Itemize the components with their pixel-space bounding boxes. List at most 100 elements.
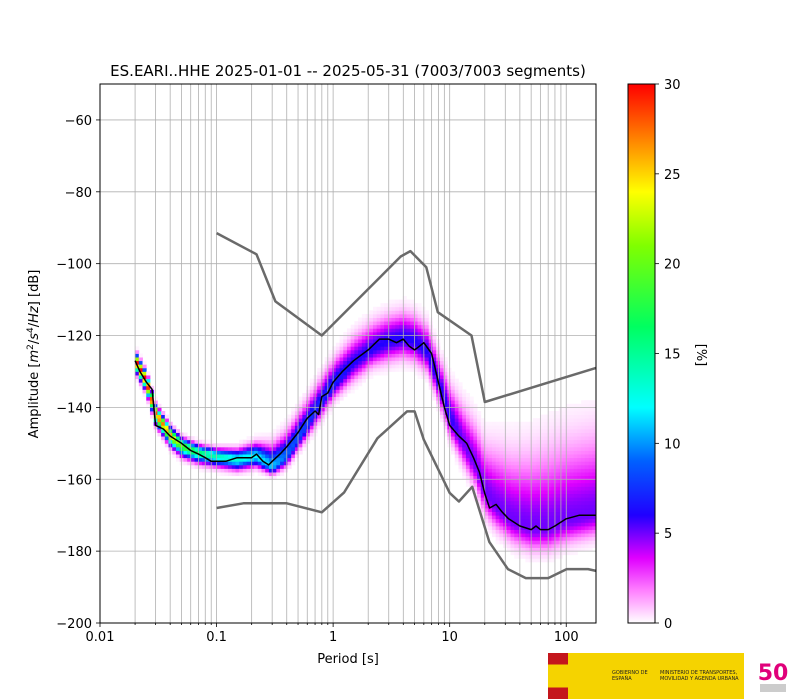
heatmap-cell [413, 306, 418, 311]
heatmap-cell [551, 529, 556, 534]
heatmap-cell [380, 360, 385, 365]
heatmap-cell [413, 313, 418, 318]
heatmap-cell [532, 508, 537, 512]
heatmap-cell [588, 511, 593, 516]
heatmap-cell [283, 421, 288, 426]
heatmap-cell [536, 439, 541, 444]
heatmap-cell [584, 547, 589, 552]
heatmap-cell [454, 382, 459, 387]
heatmap-cell [324, 393, 329, 398]
heatmap-cell [562, 464, 567, 469]
heatmap-cell [294, 446, 300, 451]
heatmap-cell [525, 547, 530, 552]
heatmap-cell [473, 432, 478, 437]
heatmap-cell [205, 454, 210, 459]
heatmap-cell [499, 432, 504, 437]
heatmap-cell [569, 475, 575, 480]
heatmap-cell [547, 479, 552, 484]
heatmap-cell [231, 472, 236, 477]
heatmap-cell [380, 371, 385, 376]
heatmap-cell [573, 500, 578, 505]
heatmap-cell [421, 346, 426, 351]
heatmap-cell [172, 450, 177, 455]
heatmap-cell [484, 479, 489, 484]
heatmap-cell [592, 511, 597, 516]
heatmap-cell [369, 360, 374, 365]
heatmap-cell [547, 533, 552, 538]
heatmap-cell [488, 432, 493, 437]
heatmap-cell [495, 472, 500, 477]
heatmap-cell [573, 482, 578, 487]
heatmap-cell [469, 403, 474, 408]
heatmap-cell [477, 500, 482, 505]
heatmap-cell [495, 479, 500, 484]
heatmap-cell [506, 543, 511, 548]
heatmap-cell [543, 522, 549, 527]
heatmap-cell [495, 432, 500, 437]
heatmap-cell [462, 472, 467, 477]
heatmap-cell [313, 403, 318, 408]
logo-ministry-text: MINISTERIO DE TRANSPORTES, MOVILIDAD Y A… [660, 670, 739, 682]
heatmap-cell [543, 515, 549, 520]
heatmap-cell [343, 353, 348, 358]
heatmap-cell [413, 335, 418, 340]
heatmap-cell [506, 500, 511, 505]
heatmap-cell [287, 436, 292, 441]
heatmap-cell [328, 360, 333, 365]
heatmap-cell [506, 482, 511, 487]
heatmap-cell [543, 436, 549, 441]
heatmap-cell [480, 428, 485, 433]
heatmap-cell [343, 375, 348, 380]
heatmap-cell [592, 472, 597, 477]
heatmap-cell [536, 454, 541, 459]
heatmap-cell [581, 547, 586, 552]
heatmap-cell [592, 525, 597, 530]
heatmap-cell [506, 479, 511, 484]
heatmap-cell [302, 418, 307, 423]
heatmap-cell [406, 299, 411, 304]
heatmap-cell [547, 468, 552, 473]
heatmap-cell [458, 450, 463, 455]
heatmap-cell [421, 371, 426, 376]
heatmap-cell [581, 446, 586, 451]
heatmap-cell [562, 468, 567, 473]
heatmap-cell [525, 475, 530, 480]
heatmap-cell [592, 400, 597, 405]
heatmap-cell [257, 461, 262, 466]
heatmap-cell [555, 554, 560, 559]
heatmap-cell [577, 457, 582, 462]
heatmap-cell [410, 335, 415, 340]
heatmap-cell [317, 389, 322, 394]
heatmap-cell [298, 428, 303, 433]
heatmap-cell [361, 375, 366, 380]
heatmap-cell [428, 357, 433, 362]
heatmap-cell [313, 396, 318, 401]
heatmap-cell [298, 400, 303, 405]
heatmap-cell [402, 317, 407, 322]
heatmap-cell [421, 335, 426, 340]
heatmap-cell [588, 443, 593, 448]
heatmap-cell [543, 446, 549, 451]
heatmap-cell [298, 418, 303, 423]
heatmap-cell [194, 464, 199, 469]
heatmap-cell [562, 414, 567, 419]
heatmap-cell [473, 421, 478, 426]
heatmap-cell [261, 450, 266, 455]
heatmap-cell [555, 410, 560, 415]
heatmap-cell [506, 522, 511, 527]
heatmap-cell [361, 353, 366, 358]
heatmap-cell [569, 443, 575, 448]
heatmap-cell [521, 508, 526, 512]
heatmap-cell [439, 418, 444, 423]
heatmap-cell [584, 400, 589, 405]
heatmap-cell [465, 425, 471, 430]
heatmap-cell [205, 439, 210, 444]
heatmap-cell [484, 508, 489, 512]
heatmap-cell [164, 439, 169, 444]
y-label-m-exp: 2 [26, 344, 36, 350]
heatmap-cell [521, 554, 526, 559]
heatmap-cell [581, 436, 586, 441]
heatmap-cell [581, 522, 586, 527]
heatmap-cell [499, 428, 504, 433]
heatmap-cell [361, 324, 366, 329]
